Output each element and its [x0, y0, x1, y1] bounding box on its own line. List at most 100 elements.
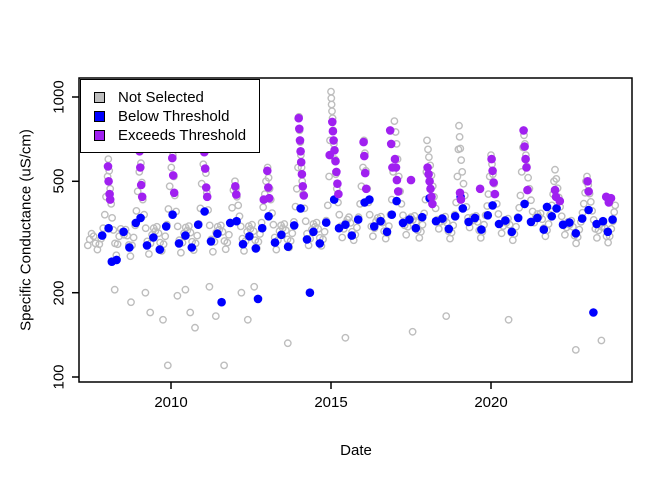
data-point [423, 136, 431, 145]
data-point [335, 210, 344, 219]
data-point [583, 177, 592, 186]
not-selected-swatch-icon [94, 91, 105, 103]
data-point [155, 245, 165, 254]
data-point [224, 230, 233, 239]
data-point [458, 167, 467, 176]
data-point [315, 239, 325, 248]
data-point [555, 196, 565, 206]
legend-label: Below Threshold [118, 107, 230, 125]
data-point [181, 285, 190, 294]
data-point [323, 201, 332, 210]
data-point [89, 232, 98, 241]
data-point [320, 227, 329, 236]
data-point [97, 231, 107, 240]
data-point [295, 136, 305, 145]
data-point [330, 146, 339, 155]
data-point [174, 239, 184, 248]
data-point [423, 163, 432, 172]
data-point [516, 191, 525, 200]
data-point [168, 210, 177, 219]
x-tick-label: 2010 [154, 394, 188, 411]
data-point [608, 215, 617, 224]
data-point [245, 232, 254, 241]
data-point [341, 333, 350, 342]
x-tick-label: 2015 [314, 394, 348, 411]
data-point [464, 217, 473, 227]
data-point [405, 215, 414, 224]
data-point [524, 173, 532, 182]
data-point [392, 196, 401, 206]
data-point [289, 221, 299, 230]
data-point [257, 223, 267, 233]
data-point [333, 179, 342, 188]
y-tick-label: 1000 [50, 80, 68, 114]
data-point [365, 210, 374, 219]
data-point [269, 220, 278, 229]
data-point [550, 185, 560, 195]
data-point [476, 233, 485, 242]
data-point [129, 233, 138, 242]
data-point [264, 212, 273, 221]
data-point [272, 245, 281, 254]
data-point [270, 238, 280, 247]
data-point [353, 215, 363, 224]
legend-item-below-threshold: Below Threshold [94, 109, 259, 124]
data-point [551, 165, 559, 174]
data-point [281, 226, 290, 235]
data-point [457, 156, 466, 165]
data-point [360, 151, 369, 161]
y-tick-label: 200 [50, 280, 68, 306]
data-point [201, 183, 211, 192]
data-point [579, 199, 588, 208]
data-point [455, 121, 463, 130]
data-point [584, 205, 593, 215]
data-point [237, 288, 246, 297]
data-point [406, 175, 416, 185]
data-point [165, 182, 174, 191]
data-point [173, 291, 182, 300]
data-point [250, 282, 259, 291]
data-point [586, 197, 595, 206]
data-point [296, 157, 306, 167]
data-point [411, 223, 421, 233]
data-point [334, 189, 343, 199]
y-tick-label: 100 [50, 364, 68, 390]
data-point [305, 288, 315, 298]
data-point [520, 199, 529, 209]
data-point [424, 153, 433, 162]
data-point [327, 94, 336, 103]
data-point [136, 163, 145, 172]
legend-label: Exceeds Threshold [118, 126, 247, 144]
exceeds-threshold-swatch-icon [94, 129, 105, 141]
data-point [321, 218, 331, 227]
data-point [520, 142, 529, 151]
data-point [168, 171, 178, 180]
data-point [368, 232, 377, 241]
data-point [163, 361, 172, 370]
data-point [144, 250, 153, 258]
data-point [334, 223, 344, 233]
data-point [167, 163, 176, 172]
data-point [169, 188, 179, 198]
data-point [360, 168, 370, 178]
data-point [332, 167, 341, 177]
data-point [402, 230, 411, 239]
data-point [547, 212, 557, 221]
data-point [136, 213, 145, 223]
data-point [428, 199, 437, 209]
data-point [234, 201, 243, 210]
series-below-threshold [97, 192, 617, 317]
data-point [359, 137, 368, 147]
data-point [119, 227, 128, 237]
data-point [427, 192, 436, 202]
data-point [238, 239, 248, 249]
data-point [213, 229, 222, 238]
data-point [208, 247, 217, 256]
data-point [205, 221, 214, 230]
data-point [327, 87, 335, 96]
data-point [456, 195, 466, 204]
data-point [456, 144, 465, 153]
data-point [459, 179, 468, 188]
data-point [557, 212, 566, 221]
data-point [146, 308, 155, 317]
